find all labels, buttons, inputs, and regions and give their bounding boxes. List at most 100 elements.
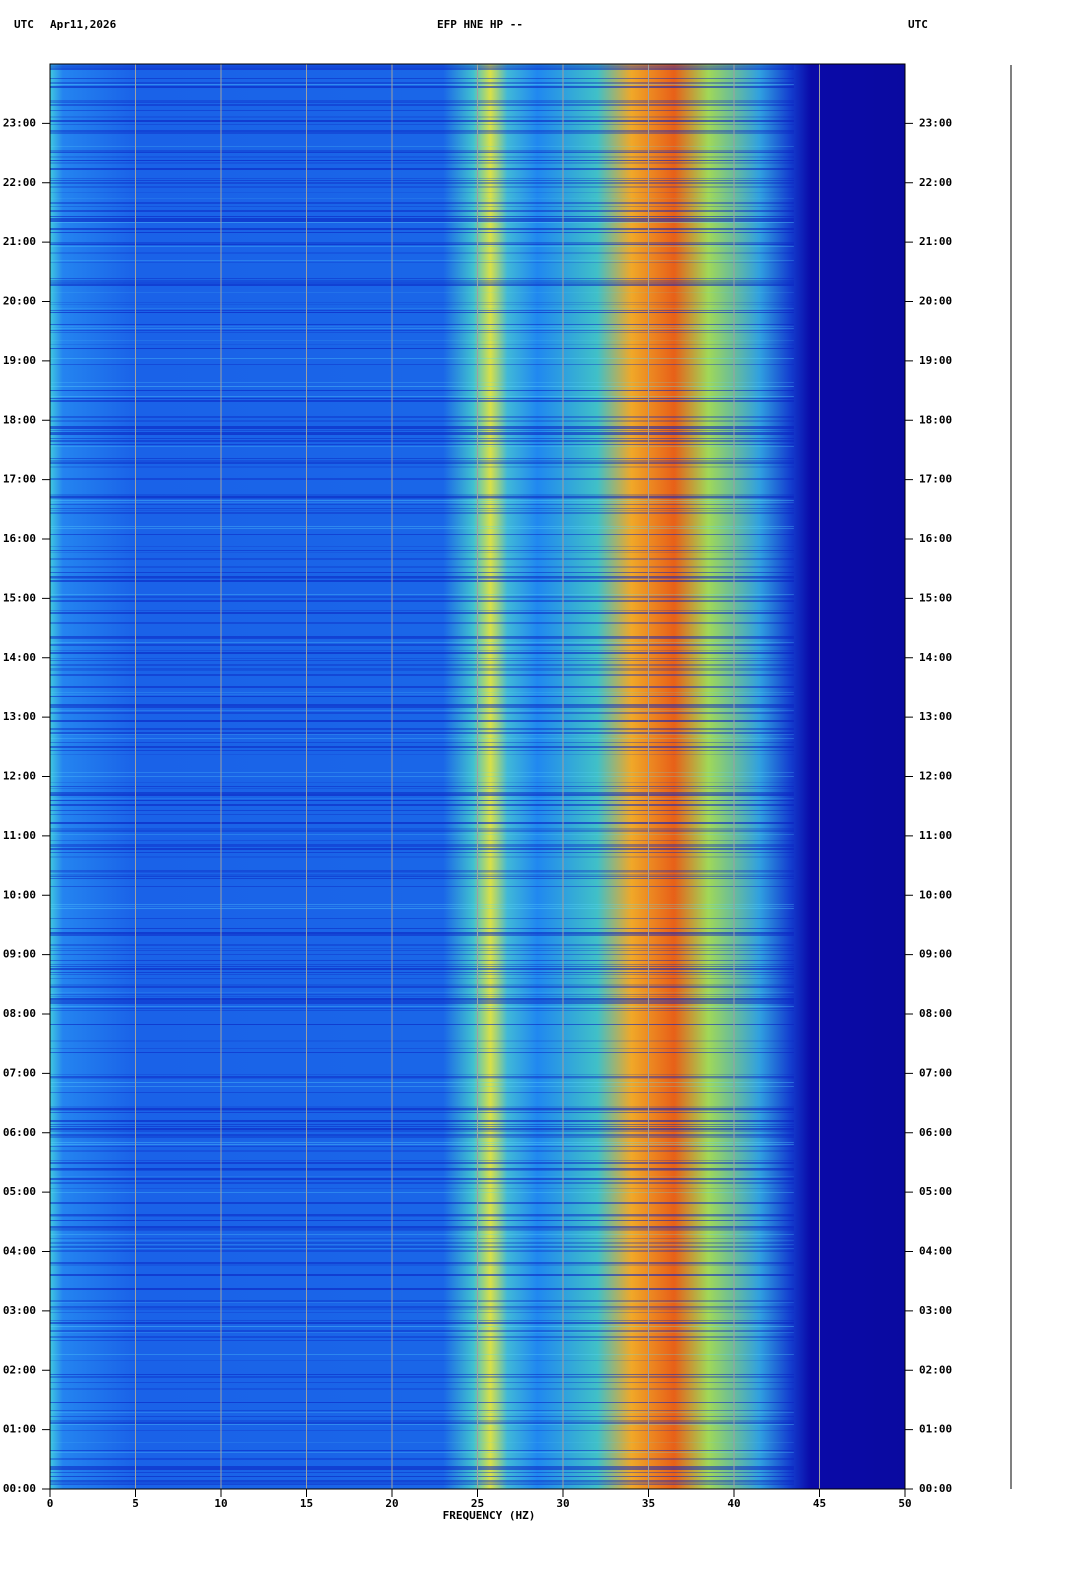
y-tick-label-left: 13:00 [3, 710, 36, 723]
texture [50, 638, 794, 639]
texture [50, 348, 794, 349]
y-tick-label-right: 06:00 [919, 1126, 952, 1139]
texture [50, 326, 794, 327]
texture [50, 1092, 794, 1093]
y-tick-label-left: 12:00 [3, 770, 36, 783]
texture [50, 1322, 794, 1324]
texture [50, 1136, 794, 1138]
texture [50, 466, 794, 468]
texture [50, 550, 794, 551]
texture [50, 844, 794, 846]
texture [50, 1106, 794, 1108]
texture [50, 192, 794, 193]
texture [50, 1452, 794, 1453]
texture [50, 674, 794, 676]
texture [50, 1086, 794, 1087]
texture [50, 494, 794, 496]
y-tick-label-right: 15:00 [919, 591, 952, 604]
texture [50, 182, 794, 184]
texture [50, 928, 794, 929]
y-tick-label-right: 02:00 [919, 1363, 952, 1376]
texture [50, 856, 794, 858]
texture [50, 1150, 794, 1152]
texture [50, 500, 794, 501]
texture [50, 834, 794, 835]
y-tick-label-left: 05:00 [3, 1185, 36, 1198]
texture [50, 1262, 794, 1264]
texture [50, 1376, 794, 1378]
texture [50, 814, 794, 815]
y-tick-label-left: 17:00 [3, 473, 36, 486]
texture [50, 776, 794, 777]
texture [50, 458, 794, 459]
x-tick-label: 40 [727, 1497, 740, 1510]
texture [50, 1410, 794, 1411]
texture [50, 664, 794, 666]
texture [50, 948, 794, 949]
texture [50, 754, 794, 755]
x-tick-label: 20 [385, 1497, 398, 1510]
texture [50, 1332, 794, 1333]
texture [50, 974, 794, 975]
texture [50, 1274, 794, 1276]
texture [50, 64, 794, 66]
texture [50, 1472, 794, 1473]
texture [50, 1144, 794, 1145]
texture [50, 1302, 794, 1303]
texture [50, 642, 794, 643]
texture [50, 1246, 794, 1248]
texture [50, 400, 794, 402]
texture [50, 1178, 794, 1180]
texture [50, 1482, 794, 1484]
texture [50, 390, 794, 391]
texture [50, 280, 794, 282]
texture [50, 1248, 794, 1249]
texture [50, 1238, 794, 1239]
chart-title: EFP HNE HP -- [437, 18, 523, 31]
y-tick-label-right: 04:00 [919, 1245, 952, 1258]
texture [50, 732, 794, 734]
texture [50, 332, 794, 333]
y-tick-label-right: 20:00 [919, 295, 952, 308]
texture [50, 1336, 794, 1338]
texture [50, 566, 794, 568]
texture [50, 1458, 794, 1460]
y-tick-label-left: 21:00 [3, 235, 36, 248]
texture [50, 508, 794, 509]
y-tick-label-left: 15:00 [3, 591, 36, 604]
texture [50, 330, 794, 331]
texture [50, 742, 794, 743]
texture [50, 1142, 794, 1143]
texture [50, 1484, 794, 1485]
y-tick-label-left: 08:00 [3, 1007, 36, 1020]
texture [50, 978, 794, 979]
texture [50, 798, 794, 799]
texture [50, 1382, 794, 1383]
texture [50, 652, 794, 654]
texture [50, 994, 794, 995]
texture [50, 692, 794, 693]
texture [50, 804, 794, 806]
texture [50, 1124, 794, 1125]
texture [50, 800, 794, 801]
texture [50, 1112, 794, 1113]
texture [50, 986, 794, 988]
texture [50, 984, 794, 986]
texture [50, 848, 794, 850]
texture [50, 498, 794, 499]
texture [50, 84, 794, 85]
y-tick-label-right: 19:00 [919, 354, 952, 367]
texture [50, 934, 794, 936]
texture [50, 686, 794, 688]
texture [50, 426, 794, 428]
texture [50, 644, 794, 646]
texture [50, 1402, 794, 1403]
texture [50, 512, 794, 514]
texture [50, 828, 794, 830]
texture [50, 746, 794, 748]
texture [50, 1480, 794, 1482]
y-tick-label-right: 23:00 [919, 116, 952, 129]
texture [50, 132, 794, 134]
x-tick-label: 10 [214, 1497, 227, 1510]
texture [50, 1416, 794, 1417]
